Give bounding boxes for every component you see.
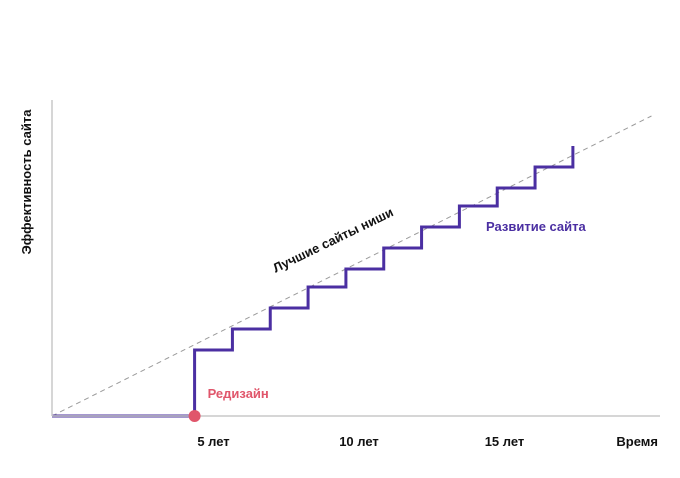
series-line-best-sites bbox=[51, 115, 652, 417]
axes-layer bbox=[51, 100, 660, 417]
redesign-marker bbox=[188, 410, 201, 422]
y-axis-label: Эффективность сайта bbox=[19, 109, 34, 255]
x-tick-label: 10 лет bbox=[339, 434, 379, 449]
annotations: Развитие сайта Лучшие сайты ниши Редизайн bbox=[188, 204, 587, 422]
redesign-label: Редизайн bbox=[208, 386, 269, 401]
series-layer bbox=[51, 115, 652, 418]
x-axis-label: Время bbox=[616, 434, 658, 449]
series-label-site-development: Развитие сайта bbox=[486, 219, 587, 234]
series-line-site-development bbox=[52, 146, 575, 418]
series-label-best-sites: Лучшие сайты ниши bbox=[270, 204, 395, 275]
x-tick-label: 15 лет bbox=[485, 434, 525, 449]
x-tick-label: 5 лет bbox=[197, 434, 229, 449]
x-tick-labels: 5 лет 10 лет 15 лет bbox=[197, 434, 524, 449]
